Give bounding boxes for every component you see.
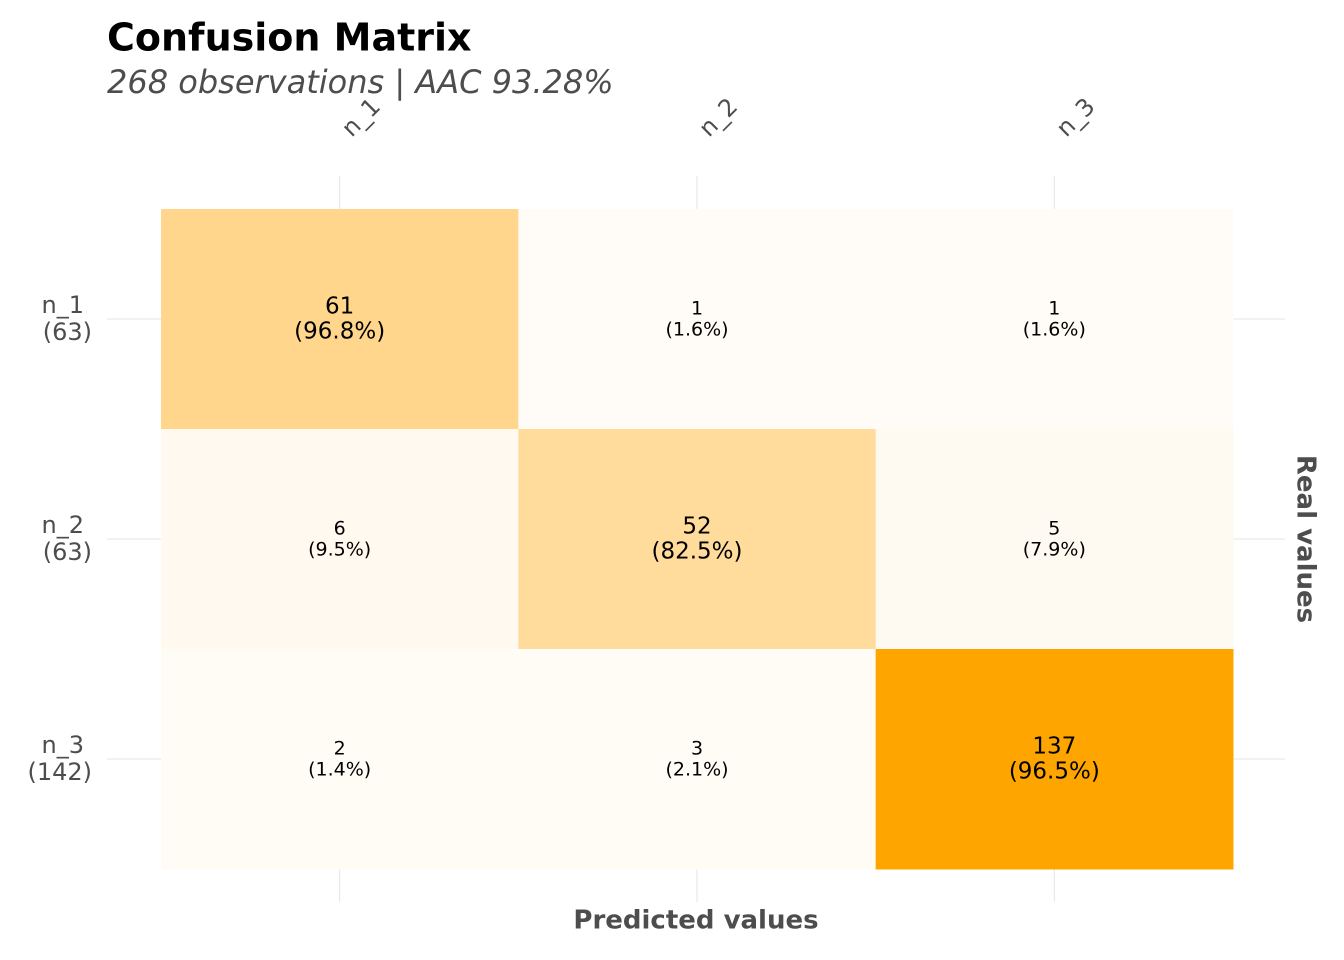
cell — [518, 209, 877, 430]
cell-percent: (1.6%) — [665, 319, 728, 341]
y-tick-label: n_2 — [42, 511, 84, 539]
cell-percent: (9.5%) — [308, 539, 371, 561]
y-tick-label: n_3 — [42, 731, 84, 759]
cell — [875, 649, 1234, 870]
cell-count: 52 — [682, 514, 711, 540]
cell-count: 3 — [691, 738, 703, 760]
cell-percent: (7.9%) — [1023, 539, 1086, 561]
cell-percent: (82.5%) — [651, 539, 742, 565]
cell-count: 1 — [1048, 298, 1060, 320]
cell-count: 5 — [1048, 518, 1060, 540]
chart-title: Confusion Matrix — [107, 16, 472, 60]
x-axis-label: Predicted values — [573, 906, 818, 936]
cell-percent: (2.1%) — [665, 759, 728, 781]
cell-count: 61 — [325, 294, 354, 320]
cell — [875, 209, 1234, 430]
cell-percent: (1.4%) — [308, 759, 371, 781]
x-tick-label: n_2 — [693, 92, 743, 142]
cell-percent: (96.5%) — [1009, 759, 1100, 785]
y-axis-label: Real values — [1291, 455, 1321, 623]
cell — [518, 429, 877, 650]
chart-subtitle: 268 observations | AAC 93.28% — [107, 63, 614, 101]
cell-count: 1 — [691, 298, 703, 320]
x-tick-label: n_3 — [1051, 92, 1101, 142]
cell-percent: (1.6%) — [1023, 319, 1086, 341]
cell-percent: (96.8%) — [294, 319, 385, 345]
y-tick-label: n_1 — [42, 291, 84, 319]
cell — [161, 209, 519, 430]
cell — [161, 649, 519, 870]
cell — [875, 429, 1234, 650]
cell — [161, 429, 519, 650]
cell-count: 2 — [334, 738, 346, 760]
cell — [518, 649, 877, 870]
y-tick-total: (63) — [43, 318, 92, 346]
cell-count: 6 — [334, 518, 346, 540]
cell-count: 137 — [1032, 734, 1076, 760]
y-tick-total: (142) — [27, 758, 92, 786]
y-tick-total: (63) — [43, 538, 92, 566]
